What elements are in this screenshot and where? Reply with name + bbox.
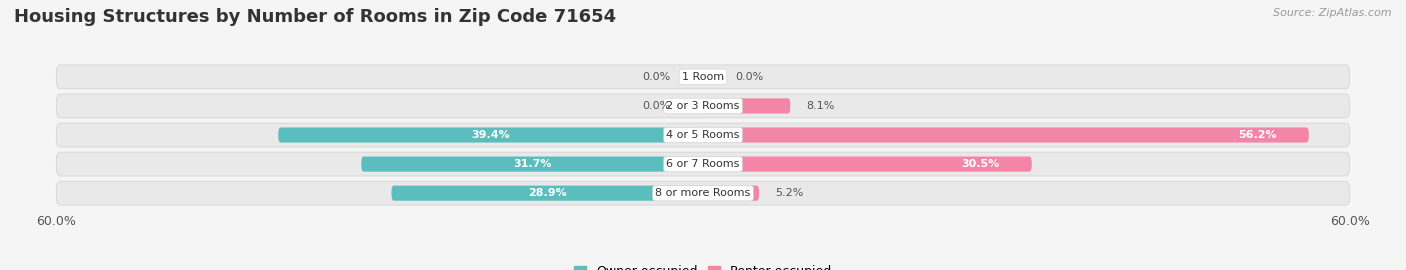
Text: 0.0%: 0.0%: [643, 72, 671, 82]
Text: 4 or 5 Rooms: 4 or 5 Rooms: [666, 130, 740, 140]
Text: 2 or 3 Rooms: 2 or 3 Rooms: [666, 101, 740, 111]
Text: 0.0%: 0.0%: [735, 72, 763, 82]
Text: 31.7%: 31.7%: [513, 159, 551, 169]
FancyBboxPatch shape: [703, 157, 1032, 172]
FancyBboxPatch shape: [278, 127, 703, 143]
Text: 5.2%: 5.2%: [775, 188, 804, 198]
Text: 56.2%: 56.2%: [1237, 130, 1277, 140]
FancyBboxPatch shape: [56, 181, 1350, 205]
FancyBboxPatch shape: [703, 98, 790, 113]
Text: 30.5%: 30.5%: [962, 159, 1000, 169]
Text: 28.9%: 28.9%: [527, 188, 567, 198]
FancyBboxPatch shape: [361, 157, 703, 172]
Text: 8.1%: 8.1%: [807, 101, 835, 111]
Text: 6 or 7 Rooms: 6 or 7 Rooms: [666, 159, 740, 169]
Text: 0.0%: 0.0%: [643, 101, 671, 111]
FancyBboxPatch shape: [703, 127, 1309, 143]
FancyBboxPatch shape: [56, 123, 1350, 147]
FancyBboxPatch shape: [56, 65, 1350, 89]
FancyBboxPatch shape: [56, 94, 1350, 118]
FancyBboxPatch shape: [703, 185, 759, 201]
Text: 39.4%: 39.4%: [471, 130, 510, 140]
FancyBboxPatch shape: [391, 185, 703, 201]
Legend: Owner-occupied, Renter-occupied: Owner-occupied, Renter-occupied: [568, 260, 838, 270]
Text: 1 Room: 1 Room: [682, 72, 724, 82]
FancyBboxPatch shape: [56, 152, 1350, 176]
Text: 8 or more Rooms: 8 or more Rooms: [655, 188, 751, 198]
Text: Source: ZipAtlas.com: Source: ZipAtlas.com: [1274, 8, 1392, 18]
Text: Housing Structures by Number of Rooms in Zip Code 71654: Housing Structures by Number of Rooms in…: [14, 8, 616, 26]
